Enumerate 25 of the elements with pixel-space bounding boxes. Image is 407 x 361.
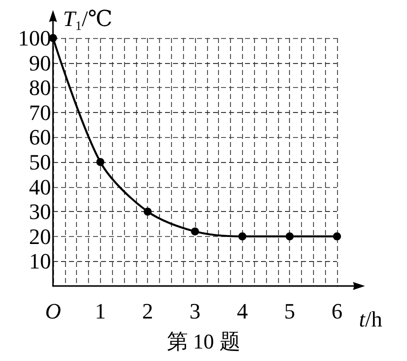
point <box>144 208 152 216</box>
y-tick-label: 90 <box>29 50 51 76</box>
x-tick-label: 6 <box>332 298 342 324</box>
y-tick-label: 100 <box>18 26 51 50</box>
point <box>96 158 104 166</box>
x-axis-title: t/h <box>359 306 382 332</box>
point <box>286 232 294 240</box>
x-tick-label: 4 <box>236 298 248 324</box>
y-tick-label: 70 <box>29 100 51 125</box>
x-tick-label: 5 <box>284 298 296 324</box>
x-tick-label: 2 <box>142 298 154 324</box>
point <box>238 232 246 240</box>
x-tick-label: 1 <box>94 298 106 324</box>
y-tick-label: 40 <box>29 174 51 200</box>
y-tick-label: 10 <box>29 248 51 274</box>
x-tick-label: O <box>45 298 62 324</box>
x-tick-label: 3 <box>190 298 200 324</box>
y-tick-label: 30 <box>29 199 51 224</box>
text: 第 10 题 <box>166 330 240 354</box>
y-tick-label: 60 <box>29 124 51 150</box>
y-tick-label: 20 <box>29 224 51 249</box>
point <box>333 232 341 240</box>
y-tick-label: 80 <box>29 75 51 100</box>
point <box>191 227 199 236</box>
y-tick-label: 50 <box>29 150 51 174</box>
